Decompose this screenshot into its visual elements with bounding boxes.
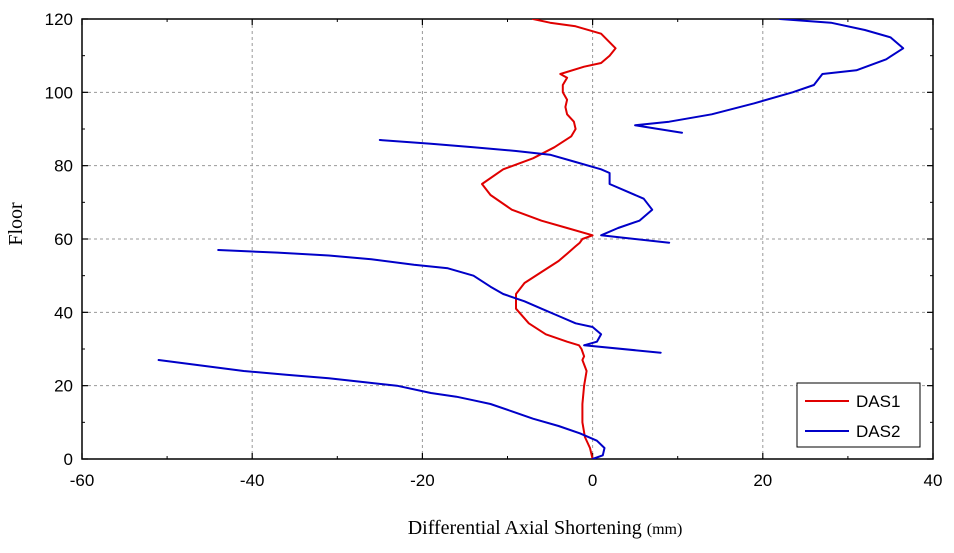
series-lines	[157, 19, 905, 459]
series-line-das2-segment-2	[217, 249, 662, 354]
series-line-das1	[481, 19, 617, 459]
y-tick-label: 80	[54, 157, 73, 176]
legend-label-das2: DAS2	[856, 422, 900, 441]
x-tick-label: -60	[70, 471, 95, 490]
x-axis-unit: (mm)	[647, 521, 683, 538]
y-tick-label: 120	[45, 10, 73, 29]
x-axis-title: Differential Axial Shortening (mm)	[408, 517, 683, 539]
y-tick-label: 0	[64, 450, 73, 469]
y-axis-tick-labels: 0 20 40 60 80 100 120	[45, 10, 73, 469]
legend: DAS1 DAS2	[796, 382, 921, 448]
legend-label-das1: DAS1	[856, 392, 900, 411]
x-tick-label: 20	[753, 471, 772, 490]
y-axis-title: Floor	[5, 202, 27, 246]
series-line-das2-segment-1	[157, 359, 606, 459]
axis-ticks	[81, 18, 934, 460]
y-tick-label: 40	[54, 303, 73, 322]
x-tick-label: -40	[240, 471, 265, 490]
legend-box	[796, 382, 921, 448]
x-tick-label: -20	[410, 471, 435, 490]
y-tick-label: 60	[54, 230, 73, 249]
series-line-das2-segment-4	[634, 19, 905, 134]
x-tick-label: 40	[924, 471, 943, 490]
series-line-das2-segment-3	[378, 139, 671, 244]
y-tick-label: 100	[45, 83, 73, 102]
y-tick-label: 20	[54, 377, 73, 396]
x-axis-title-text: Differential Axial Shortening	[408, 517, 642, 539]
x-axis-tick-labels: -60 -40 -20 0 20 40	[70, 471, 943, 490]
x-tick-label: 0	[588, 471, 597, 490]
